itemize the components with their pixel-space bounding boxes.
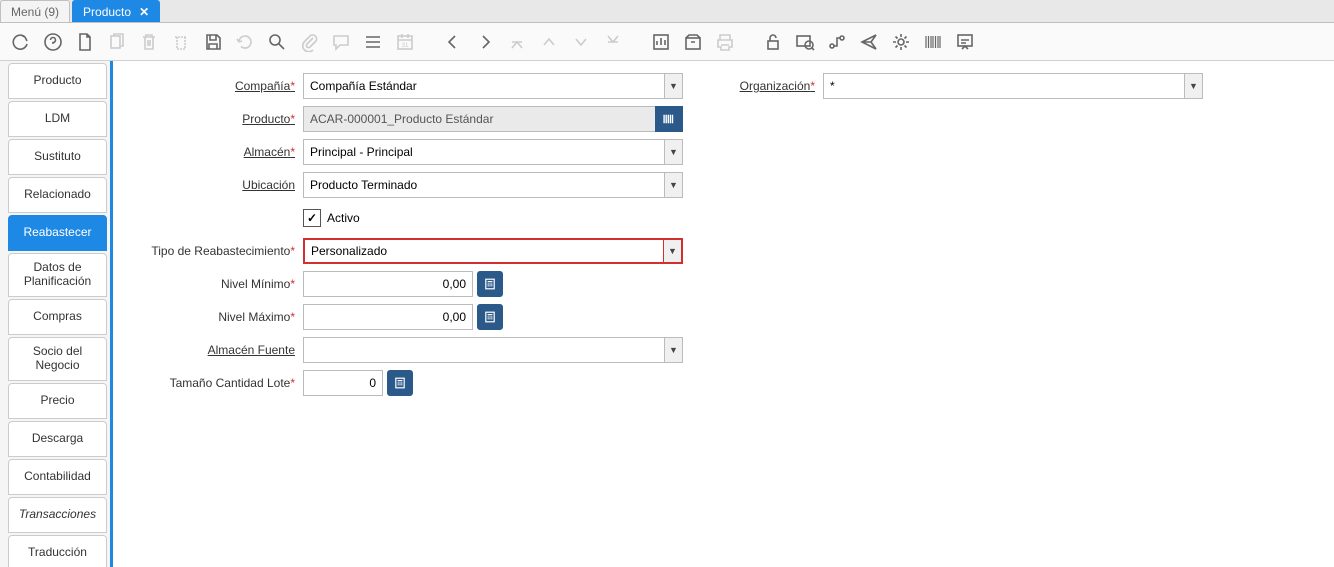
sidetab-8[interactable]: Precio (8, 383, 107, 419)
compania-value: Compañía Estándar (310, 79, 417, 93)
chevron-down-icon[interactable]: ▼ (663, 240, 681, 262)
sidetab-7[interactable]: Socio del Negocio (8, 337, 107, 381)
chat-icon[interactable] (328, 29, 354, 55)
chevron-down-icon[interactable]: ▼ (664, 140, 682, 164)
undo-icon[interactable] (8, 29, 34, 55)
label-compania[interactable]: Compañía* (133, 79, 303, 93)
chevron-down-icon[interactable]: ▼ (664, 74, 682, 98)
new-icon[interactable] (72, 29, 98, 55)
workflow-icon[interactable] (824, 29, 850, 55)
grid-toggle-icon[interactable] (360, 29, 386, 55)
delete-selection-icon[interactable] (168, 29, 194, 55)
chevron-down-icon[interactable]: ▼ (1184, 74, 1202, 98)
sidetab-12[interactable]: Traducción (8, 535, 107, 567)
ubicacion-value: Producto Terminado (310, 178, 417, 192)
zoom-icon[interactable] (792, 29, 818, 55)
delete-icon[interactable] (136, 29, 162, 55)
sidetab-5[interactable]: Datos de Planificación (8, 253, 107, 297)
attachment-icon[interactable] (296, 29, 322, 55)
organizacion-value: * (830, 79, 835, 93)
search-icon[interactable] (264, 29, 290, 55)
gear-icon[interactable] (888, 29, 914, 55)
calculator-icon[interactable] (477, 271, 503, 297)
barcode-icon[interactable] (920, 29, 946, 55)
compania-combo[interactable]: Compañía Estándar ▼ (303, 73, 683, 99)
last-icon[interactable] (600, 29, 626, 55)
tab-producto[interactable]: Producto ✕ (72, 0, 160, 22)
ubicacion-combo[interactable]: Producto Terminado ▼ (303, 172, 683, 198)
producto-field: ACAR-000001_Producto Estándar (303, 106, 683, 132)
sidetab-4[interactable]: Reabastecer (8, 215, 107, 251)
up-icon[interactable] (536, 29, 562, 55)
almacen-combo[interactable]: Principal - Principal ▼ (303, 139, 683, 165)
sidetab-1[interactable]: LDM (8, 101, 107, 137)
svg-text:31: 31 (402, 43, 409, 49)
lock-icon[interactable] (760, 29, 786, 55)
label-ubicacion[interactable]: Ubicación (133, 178, 303, 192)
next-icon[interactable] (472, 29, 498, 55)
activo-label: Activo (327, 211, 360, 225)
help-icon[interactable] (40, 29, 66, 55)
organizacion-combo[interactable]: * ▼ (823, 73, 1203, 99)
label-producto[interactable]: Producto* (133, 112, 303, 126)
form-panel: Compañía* Compañía Estándar ▼ Producto* … (113, 61, 1334, 567)
tab-bar: Menú (9) Producto ✕ (0, 0, 1334, 23)
label-tipo: Tipo de Reabastecimiento* (133, 244, 303, 258)
nivelmin-input[interactable] (303, 271, 473, 297)
copy-icon[interactable] (104, 29, 130, 55)
toolbar: 31 (0, 23, 1334, 61)
print-icon[interactable] (712, 29, 738, 55)
save-icon[interactable] (200, 29, 226, 55)
chevron-down-icon[interactable]: ▼ (664, 173, 682, 197)
tamlote-input[interactable] (303, 370, 383, 396)
label-nivelmax: Nivel Máximo* (133, 310, 303, 324)
sidetab-10[interactable]: Contabilidad (8, 459, 107, 495)
calculator-icon[interactable] (387, 370, 413, 396)
label-nivelmin: Nivel Mínimo* (133, 277, 303, 291)
sidetab-0[interactable]: Producto (8, 63, 107, 99)
sidetab-9[interactable]: Descarga (8, 421, 107, 457)
calendar-icon[interactable]: 31 (392, 29, 418, 55)
tipo-combo[interactable]: Personalizado ▼ (303, 238, 683, 264)
calculator-icon[interactable] (477, 304, 503, 330)
tab-producto-label: Producto (83, 5, 131, 19)
label-tamlote: Tamaño Cantidad Lote* (133, 376, 303, 390)
producto-value: ACAR-000001_Producto Estándar (310, 112, 493, 126)
sidebar: ProductoLDMSustitutoRelacionadoReabastec… (0, 61, 113, 567)
presentation-icon[interactable] (952, 29, 978, 55)
activo-checkbox[interactable]: ✓ (303, 209, 321, 227)
send-icon[interactable] (856, 29, 882, 55)
label-almacenfuente[interactable]: Almacén Fuente (133, 343, 303, 357)
tab-menu-label: Menú (9) (11, 5, 59, 19)
chevron-down-icon[interactable]: ▼ (664, 338, 682, 362)
sidetab-3[interactable]: Relacionado (8, 177, 107, 213)
down-icon[interactable] (568, 29, 594, 55)
report-icon[interactable] (648, 29, 674, 55)
product-lookup-icon[interactable] (655, 106, 683, 132)
almacenfuente-combo[interactable]: ▼ (303, 337, 683, 363)
sidetab-6[interactable]: Compras (8, 299, 107, 335)
close-icon[interactable]: ✕ (139, 5, 149, 19)
nivelmax-input[interactable] (303, 304, 473, 330)
sidetab-2[interactable]: Sustituto (8, 139, 107, 175)
prev-icon[interactable] (440, 29, 466, 55)
almacen-value: Principal - Principal (310, 145, 413, 159)
refresh-icon[interactable] (232, 29, 258, 55)
first-icon[interactable] (504, 29, 530, 55)
label-almacen[interactable]: Almacén* (133, 145, 303, 159)
tipo-value: Personalizado (311, 244, 387, 258)
sidetab-11[interactable]: Transacciones (8, 497, 107, 533)
archive-icon[interactable] (680, 29, 706, 55)
label-organizacion[interactable]: Organización* (733, 79, 823, 93)
tab-menu[interactable]: Menú (9) (0, 0, 70, 22)
